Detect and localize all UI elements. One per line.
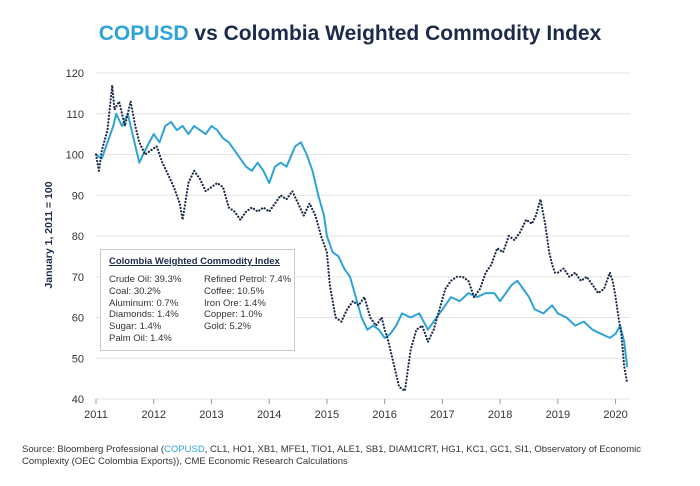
y-tick-label: 60 [72, 313, 84, 325]
y-tick-label: 80 [72, 231, 84, 243]
x-tick-label: 2012 [141, 409, 165, 421]
x-tick-label: 2014 [257, 409, 281, 421]
x-tick-label: 2016 [372, 409, 396, 421]
x-tick-label: 2015 [315, 409, 339, 421]
commodity-weights-title: Colombia Weighted Commodity Index [109, 256, 280, 267]
commodity-index-line [94, 84, 629, 392]
y-tick-label: 50 [72, 353, 84, 365]
x-tick-label: 2017 [430, 409, 454, 421]
y-tick-label: 100 [66, 150, 84, 162]
title-accent: COPUSD [98, 22, 189, 45]
y-axis-ticks: 40 50 60 70 80 90 100 110 120 [66, 68, 84, 406]
y-tick-label: 90 [72, 190, 84, 202]
weight-item: Coal: 30.2% [109, 285, 161, 297]
weight-item: Crude Oil: 39.3% [109, 274, 182, 285]
weight-item: Aluminum: 0.7% [109, 297, 179, 309]
commodity-weights-box: Colombia Weighted Commodity Index Crude … [100, 249, 295, 351]
weight-item: Gold: 5.2% [204, 321, 251, 333]
title-rest: vs Colombia Weighted Commodity Index [188, 22, 602, 45]
weight-item: Sugar: 1.4% [109, 321, 162, 333]
source-rest: , CL1, HO1, XB1, MFE1, TIO1, ALE1, SB1, … [22, 444, 641, 467]
chart-title: COPUSD vs Colombia Weighted Commodity In… [0, 22, 700, 46]
x-tick-label: 2011 [84, 409, 108, 421]
source-note: Source: Bloomberg Professional (COPUSD, … [22, 444, 672, 468]
x-axis-ticks: 2011 2012 2013 2014 2015 2016 2017 2018 2019 2020 [84, 399, 628, 421]
source-accent: COPUSD [164, 444, 205, 455]
series-group [94, 84, 629, 392]
weights-column-1: Crude Oil: 39.3% Coal: 30.2% Aluminum: 0… [109, 274, 181, 345]
weight-item: Coffee: 10.5% [204, 285, 265, 297]
weight-item: Iron Ore: 1.4% [204, 297, 266, 309]
copusd-line [95, 112, 629, 368]
weights-column-2: Refined Petrol: 7.4% Coffee: 10.5% Iron … [204, 274, 291, 333]
x-tick-label: 2013 [199, 409, 223, 421]
y-tick-label: 40 [72, 394, 84, 406]
y-axis-label: January 1, 2011 = 100 [43, 181, 55, 288]
source-prefix: Source: Bloomberg Professional ( [22, 444, 165, 455]
x-tick-label: 2019 [546, 409, 570, 421]
x-tick-label: 2018 [488, 409, 512, 421]
y-tick-label: 70 [72, 272, 84, 284]
weight-item: Refined Petrol: 7.4% [204, 274, 292, 285]
y-tick-label: 110 [66, 109, 84, 121]
weight-item: Palm Oil: 1.4% [109, 332, 172, 344]
weight-item: Diamonds: 1.4% [109, 309, 179, 321]
y-tick-label: 120 [66, 68, 84, 80]
x-tick-label: 2020 [603, 409, 627, 421]
weight-item: Copper: 1.0% [204, 309, 263, 321]
